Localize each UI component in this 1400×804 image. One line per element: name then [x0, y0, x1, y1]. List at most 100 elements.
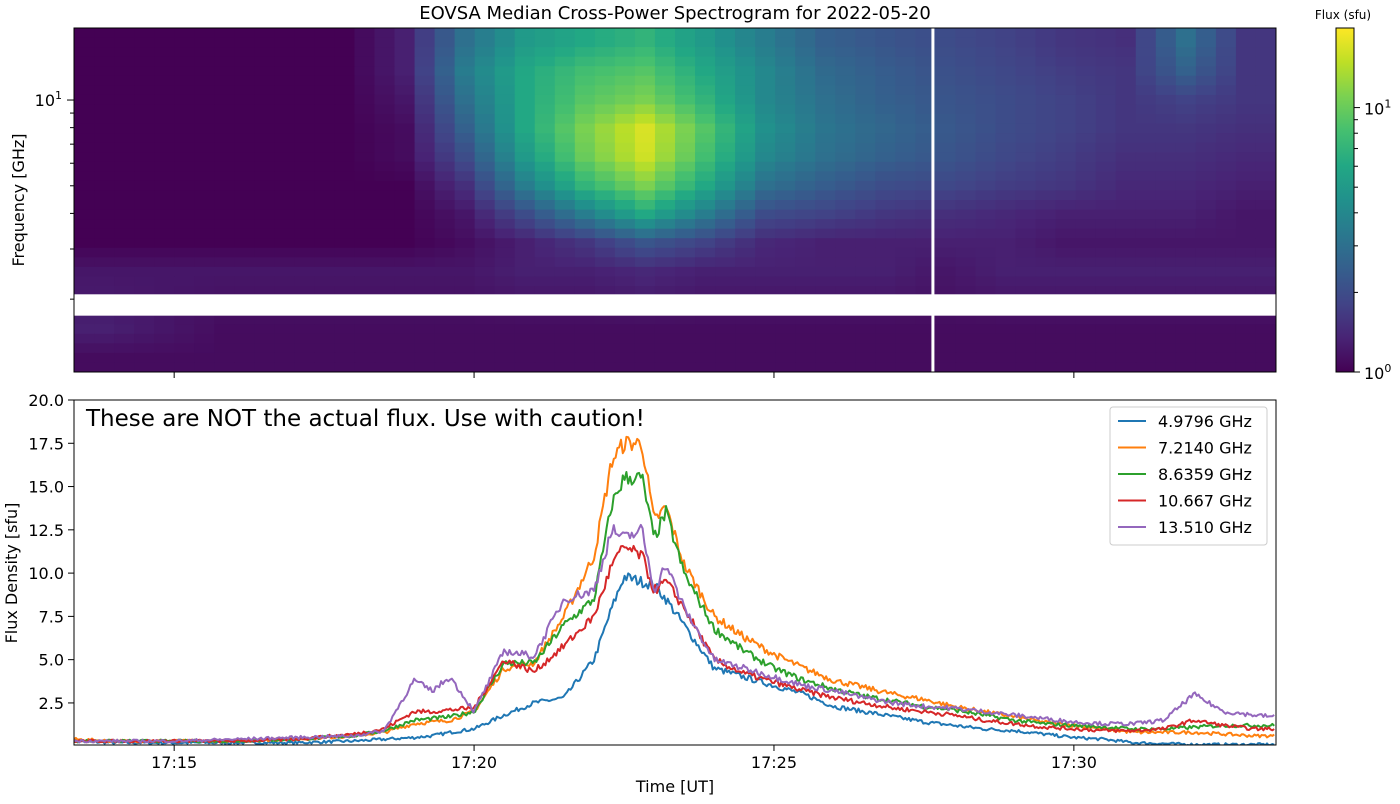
heatmap-cell — [715, 114, 736, 125]
heatmap-cell — [955, 286, 977, 297]
heatmap-cell — [594, 114, 616, 125]
heatmap-cell — [254, 219, 275, 230]
heatmap-cell — [254, 47, 275, 58]
heatmap-cell — [1215, 142, 1237, 153]
heatmap-cell — [574, 133, 596, 144]
heatmap-cell — [474, 142, 496, 153]
heatmap-cell — [1155, 37, 1177, 48]
heatmap-cell — [755, 85, 776, 96]
heatmap-cell — [434, 362, 456, 372]
heatmap-cell — [735, 94, 756, 106]
heatmap-cell — [935, 85, 957, 96]
heatmap-cell — [434, 219, 456, 230]
heatmap-cell — [1215, 37, 1237, 48]
heatmap-cell — [955, 75, 977, 86]
heatmap-cell — [1235, 114, 1257, 125]
heatmap-cell — [1215, 314, 1237, 325]
spectrogram-title: EOVSA Median Cross-Power Spectrogram for… — [419, 3, 931, 24]
heatmap-cell — [374, 47, 396, 58]
heatmap-cell — [1035, 94, 1057, 106]
heatmap-cell — [835, 152, 856, 163]
heatmap-cell — [74, 209, 95, 220]
heatmap-cell — [1155, 257, 1177, 268]
heatmap-cell — [134, 314, 155, 325]
heatmap-cell — [314, 56, 336, 67]
heatmap-cell — [735, 209, 756, 220]
heatmap-cell — [134, 114, 155, 125]
heatmap-cell — [875, 28, 896, 39]
heatmap-cell — [434, 314, 456, 325]
heatmap-cell — [755, 343, 776, 354]
heatmap-cell — [1175, 190, 1197, 201]
heatmap-cell — [594, 266, 616, 278]
heatmap-cell — [955, 114, 977, 125]
heatmap-cell — [675, 343, 696, 354]
heatmap-cell — [474, 28, 496, 39]
heatmap-cell — [354, 228, 376, 239]
heatmap-cell — [715, 286, 736, 297]
heatmap-cell — [1095, 104, 1117, 115]
heatmap-cell — [154, 343, 175, 354]
heatmap-cell — [1115, 180, 1137, 192]
heatmap-cell — [154, 200, 175, 211]
heatmap-cell — [1015, 219, 1037, 230]
heatmap-cell — [895, 94, 916, 106]
heatmap-cell — [634, 94, 656, 106]
heatmap-cell — [554, 200, 576, 211]
heatmap-cell — [254, 200, 275, 211]
heatmap-cell — [1215, 190, 1237, 201]
heatmap-cell — [394, 94, 416, 106]
legend-box — [1109, 406, 1268, 546]
heatmap-cell — [1115, 56, 1137, 67]
heatmap-cell — [1255, 190, 1276, 201]
heatmap-cell — [975, 333, 997, 344]
heatmap-cell — [855, 85, 876, 96]
heatmap-cell — [1055, 209, 1077, 220]
heatmap-cell — [955, 152, 977, 163]
heatmap-cell — [374, 104, 396, 115]
heatmap-cell — [835, 257, 856, 268]
heatmap-cell — [775, 85, 796, 96]
heatmap-cell — [775, 104, 796, 115]
heatmap-cell — [675, 238, 696, 249]
heatmap-cell — [534, 314, 556, 325]
heatmap-cell — [614, 28, 636, 39]
heatmap-cell — [895, 352, 916, 364]
heatmap-cell — [334, 276, 356, 287]
heatmap-cell — [1135, 180, 1157, 192]
heatmap-cell — [274, 209, 295, 220]
heatmap-cell — [1215, 333, 1237, 344]
heatmap-cell — [634, 37, 656, 48]
heatmap-cell — [955, 333, 977, 344]
heatmap-cell — [1175, 266, 1197, 278]
heatmap-cell — [775, 352, 796, 364]
heatmap-cell — [374, 257, 396, 268]
heatmap-cell — [1055, 152, 1077, 163]
heatmap-cell — [574, 238, 596, 249]
heatmap-cell — [594, 171, 616, 182]
heatmap-cell — [434, 257, 456, 268]
heatmap-cell — [995, 94, 1017, 106]
y-tick-label: 20.0 — [28, 391, 64, 410]
heatmap-cell — [1215, 266, 1237, 278]
heatmap-cell — [414, 104, 436, 115]
heatmap-cell — [194, 343, 215, 354]
heatmap-cell — [755, 75, 776, 86]
heatmap-cell — [194, 161, 215, 172]
heatmap-cell — [294, 123, 315, 134]
heatmap-cell — [654, 247, 676, 258]
heatmap-cell — [574, 56, 596, 67]
heatmap-cell — [434, 200, 456, 211]
heatmap-cell — [154, 66, 175, 77]
heatmap-cell — [735, 276, 756, 287]
heatmap-cell — [234, 247, 255, 258]
heatmap-cell — [935, 324, 957, 335]
heatmap-cell — [1215, 238, 1237, 249]
heatmap-cell — [554, 85, 576, 96]
heatmap-cell — [1075, 333, 1097, 344]
heatmap-cell — [1115, 228, 1137, 239]
heatmap-cell — [1015, 133, 1037, 144]
heatmap-cell — [314, 219, 336, 230]
heatmap-cell — [74, 180, 95, 192]
heatmap-cell — [454, 114, 476, 125]
